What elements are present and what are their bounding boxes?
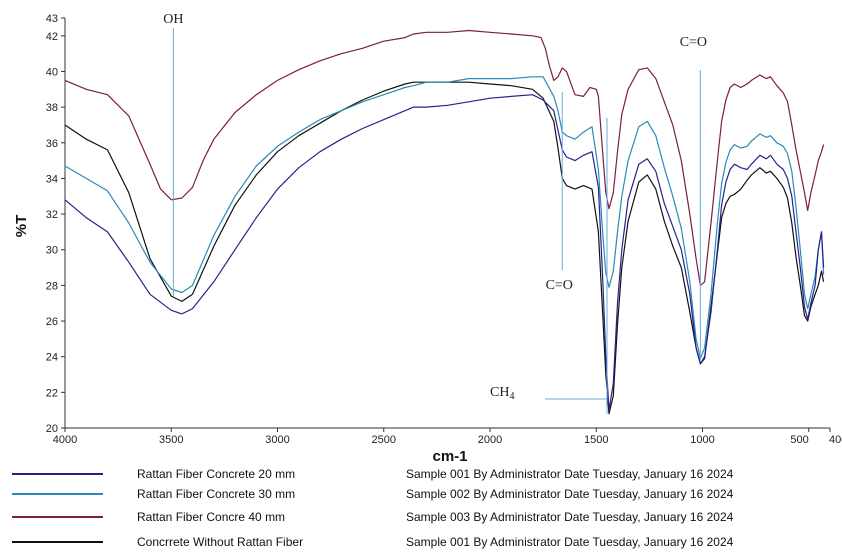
- legend-label-1: Rattan Fiber Concrete 20 mm: [137, 467, 295, 481]
- y-tick-label: 24: [46, 352, 58, 364]
- series-line-1: [64, 94, 825, 411]
- co-label-2: C=O: [546, 278, 573, 293]
- x-tick-label: 400: [829, 434, 842, 446]
- y-tick-label: 36: [46, 138, 58, 150]
- series-line-4: [64, 81, 825, 415]
- oh-label: OH: [163, 12, 183, 27]
- x-tick-label: 4000: [53, 434, 77, 446]
- y-tick-label: 32: [46, 209, 58, 221]
- axes: 20 22 24 26 28 30 32 34 36 38 40 42 43 4000 3500 3000 25…: [13, 13, 842, 465]
- legend-sample-2: Sample 002 By Administrator Date Tuesday…: [406, 487, 734, 501]
- y-axis-title: %T: [13, 215, 30, 238]
- y-tick-label: 42: [46, 31, 58, 43]
- series-lines: [64, 29, 825, 415]
- legend-label-4: Concrrete Without Rattan Fiber: [137, 535, 303, 549]
- co-label-1: C=O: [680, 35, 707, 50]
- legend-sample-1: Sample 001 By Administrator Date Tuesday…: [406, 467, 734, 481]
- series-line-2: [64, 76, 825, 360]
- y-tick-label: 43: [46, 13, 58, 25]
- x-tick-label: 3000: [265, 434, 289, 446]
- x-tick-label: 2000: [478, 434, 502, 446]
- y-tick-label: 28: [46, 280, 58, 292]
- peak-annotations: OH C=O C=O CH4: [163, 12, 707, 414]
- legend-sample-4: Sample 001 By Administrator Date Tuesday…: [406, 535, 734, 549]
- y-tick-label: 40: [46, 66, 58, 78]
- x-tick-label: 1000: [690, 434, 714, 446]
- y-tick-label: 30: [46, 245, 58, 257]
- y-tick-label: 22: [46, 387, 58, 399]
- x-tick-label: 1500: [584, 434, 608, 446]
- x-tick-label: 2500: [372, 434, 396, 446]
- y-tick-label: 34: [46, 173, 58, 185]
- y-tick-label: 26: [46, 316, 58, 328]
- legend-label-3: Rattan Fiber Concre 40 mm: [137, 510, 285, 524]
- ch4-label: CH4: [490, 385, 514, 402]
- series-line-3: [64, 29, 825, 286]
- y-tick-label: 38: [46, 102, 58, 114]
- x-axis-title: cm-1: [432, 448, 467, 465]
- x-tick-label: 3500: [159, 434, 183, 446]
- y-tick-label: 20: [46, 423, 58, 435]
- legend-label-2: Rattan Fiber Concrete 30 mm: [137, 487, 295, 501]
- legend-sample-3: Sample 003 By Administrator Date Tuesday…: [406, 510, 734, 524]
- legend: Rattan Fiber Concrete 20 mm Sample 001 By…: [12, 467, 734, 549]
- x-tick-label: 500: [790, 434, 808, 446]
